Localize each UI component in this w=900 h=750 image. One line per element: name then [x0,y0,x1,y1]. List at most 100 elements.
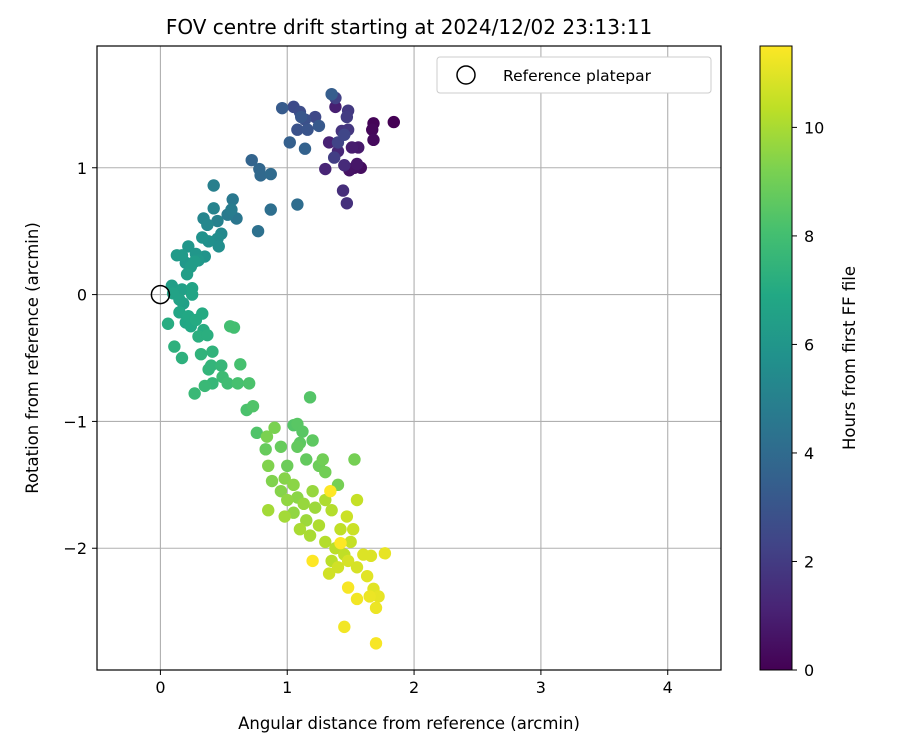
data-point [281,459,294,473]
y-axis-ticks: −2 −1 0 1 [63,159,97,558]
data-point [291,198,304,211]
data-point [175,351,189,365]
data-point [319,465,332,479]
data-point [260,430,274,443]
data-point [207,179,220,192]
data-point [298,142,312,155]
colorbar: 0 2 4 6 8 10 Hours from first FF file [759,45,859,680]
data-point [180,268,194,281]
data-point [274,440,288,453]
data-point [319,535,332,549]
colorbar-gradient [759,45,793,671]
legend-entry-reference-platepar: Reference platepar [503,67,652,85]
data-point [350,561,364,574]
data-point [226,193,239,206]
data-point [366,123,379,136]
data-point [306,434,319,447]
data-point [338,128,351,141]
data-point [334,523,347,536]
data-point [268,421,281,434]
data-point [201,218,214,232]
chart-title: FOV centre drift starting at 2024/12/02 … [166,15,652,39]
data-point [340,510,354,523]
data-point [297,497,310,511]
data-point [350,592,364,606]
data-point [207,202,220,215]
data-point [202,363,215,376]
data-point [223,320,237,333]
data-point [291,440,304,453]
colorbar-tick-label: 2 [804,552,814,571]
data-point [198,379,212,393]
data-point [212,240,225,253]
data-point [246,399,260,413]
data-point [303,529,317,542]
data-point [306,554,319,568]
data-point [346,523,360,536]
data-point [300,514,313,527]
data-point [345,141,359,154]
grid [97,46,721,670]
data-point [182,240,195,253]
data-point [378,547,392,560]
data-point [325,503,338,517]
data-point [250,426,264,440]
data-point [262,459,275,473]
colorbar-tick-label: 10 [804,118,824,137]
data-point [175,249,189,262]
data-point [372,590,385,603]
colorbar-tick-label: 8 [804,227,814,246]
data-point [264,167,277,181]
data-point [360,569,374,583]
data-point [322,567,336,580]
data-point [221,377,234,390]
data-point [300,453,313,466]
data-point [265,474,279,488]
data-point [254,169,267,182]
x-tick-label: 4 [663,678,673,697]
data-point [338,620,351,634]
data-point [324,484,337,498]
x-tick-label: 0 [155,678,165,697]
x-tick-label: 2 [409,678,419,697]
data-point [231,377,244,390]
data-point [327,151,341,164]
data-point [201,328,214,342]
data-point [211,214,224,228]
data-point [296,425,309,438]
data-point [325,87,338,101]
data-point [367,133,380,147]
data-point [364,549,378,563]
data-point [319,162,332,176]
data-point [350,493,364,507]
data-point [293,523,307,536]
colorbar-tick-label: 4 [804,444,814,463]
data-point [331,561,345,574]
data-point [301,123,314,136]
data-point [348,453,361,466]
data-point [344,535,357,549]
data-point [161,317,175,330]
x-tick-label: 3 [536,678,546,697]
legend-box [436,56,712,94]
data-point [287,478,300,492]
y-axis-label: Rotation from reference (arcmin) [23,222,42,494]
data-point [168,340,181,353]
y-tick-label: −2 [63,539,87,558]
data-point [303,391,317,404]
data-point [322,136,336,149]
data-point [308,501,322,514]
data-point [206,345,219,358]
reference-platepar-marker [150,284,171,305]
data-point [334,536,347,550]
data-point [242,377,256,390]
data-point [336,184,350,197]
legend-marker-icon [456,65,476,85]
colorbar-label: Hours from first FF file [840,266,859,450]
data-point [194,347,208,361]
colorbar-tick-label: 0 [804,661,814,680]
data-point [196,231,209,244]
data-point [245,153,258,167]
data-point [363,590,376,603]
data-point [215,359,228,372]
